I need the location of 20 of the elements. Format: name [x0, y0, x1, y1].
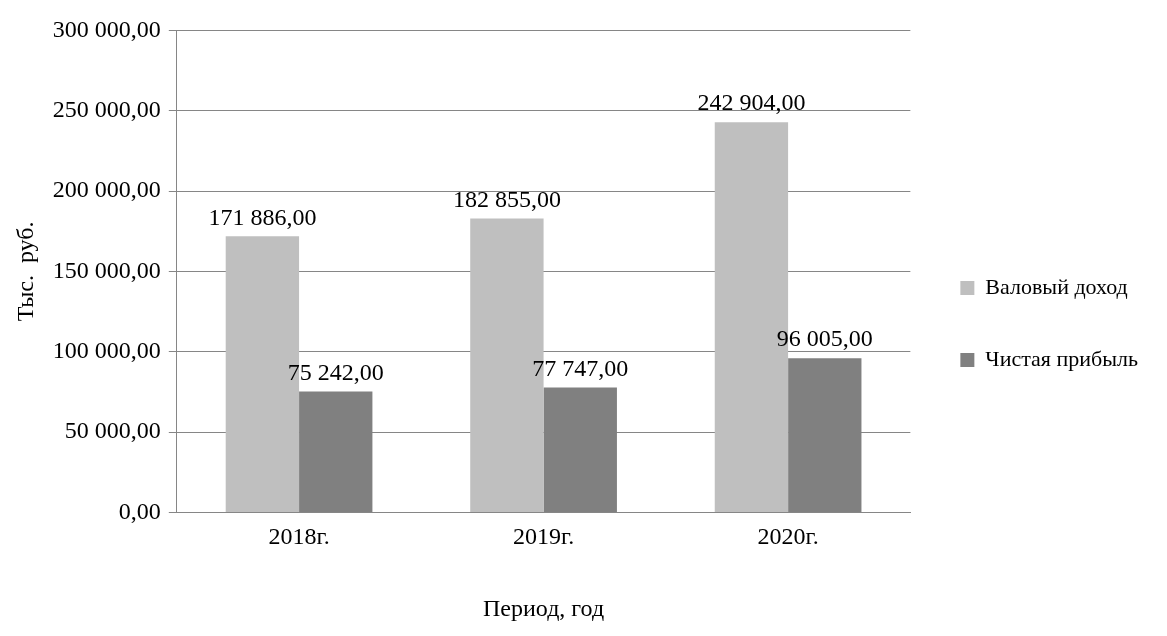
data-label: 171 886,00: [208, 203, 317, 230]
x-tick-label: 2019г.: [513, 523, 575, 550]
y-tick-label: 250 000,00: [52, 96, 161, 123]
y-tick-label: 0,00: [118, 497, 161, 524]
y-tick-label: 100 000,00: [52, 337, 161, 364]
y-tick-label: 300 000,00: [52, 15, 161, 42]
data-label: 96 005,00: [776, 325, 873, 352]
y-tick-label: 200 000,00: [52, 176, 161, 203]
data-label: 75 242,00: [287, 358, 384, 385]
x-axis-title: Период, год: [483, 594, 605, 621]
y-tick-label: 50 000,00: [64, 417, 161, 444]
legend-label: Чистая прибыль: [985, 345, 1138, 371]
data-label: 77 747,00: [532, 354, 629, 381]
legend-label: Валовый доход: [985, 273, 1128, 299]
data-label: 242 904,00: [697, 89, 806, 116]
x-tick-label: 2020г.: [757, 523, 819, 550]
y-tick-label: 150 000,00: [52, 256, 161, 283]
x-tick-label: 2018г.: [268, 523, 330, 550]
y-axis-title: Тыс. руб.: [11, 221, 38, 322]
data-label: 182 855,00: [452, 185, 561, 212]
